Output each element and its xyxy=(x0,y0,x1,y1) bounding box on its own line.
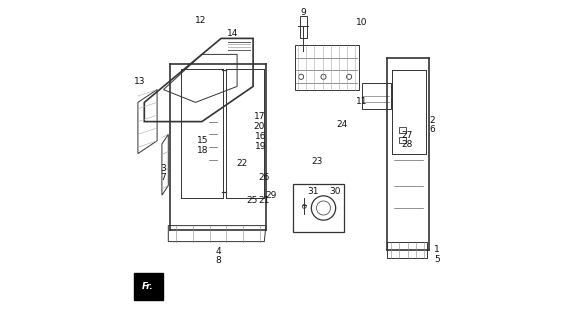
Text: 17: 17 xyxy=(254,112,265,121)
Text: 27: 27 xyxy=(401,131,412,140)
Text: 20: 20 xyxy=(254,122,265,131)
Text: 12: 12 xyxy=(195,16,206,25)
Text: 28: 28 xyxy=(401,140,412,149)
Text: 13: 13 xyxy=(134,77,145,86)
Text: 30: 30 xyxy=(329,188,340,196)
Text: 22: 22 xyxy=(236,159,248,168)
Text: 8: 8 xyxy=(215,256,221,265)
Text: Fr.: Fr. xyxy=(143,282,153,291)
Text: 3: 3 xyxy=(161,164,166,172)
Text: 19: 19 xyxy=(255,142,266,151)
Text: 10: 10 xyxy=(356,18,368,27)
Text: 16: 16 xyxy=(255,132,266,141)
Text: 6: 6 xyxy=(430,125,435,134)
Text: 7: 7 xyxy=(161,173,166,182)
Text: 14: 14 xyxy=(227,29,238,38)
Text: 11: 11 xyxy=(356,97,368,106)
Text: 5: 5 xyxy=(434,255,440,264)
Text: 9: 9 xyxy=(300,8,306,17)
Text: 25: 25 xyxy=(247,196,258,205)
Text: 4: 4 xyxy=(215,247,221,256)
Text: 15: 15 xyxy=(197,136,208,145)
Text: 31: 31 xyxy=(307,188,318,196)
Text: Fr.: Fr. xyxy=(142,282,154,291)
Text: 18: 18 xyxy=(197,146,208,155)
Text: 26: 26 xyxy=(259,173,270,182)
Text: 29: 29 xyxy=(265,191,277,200)
Text: 23: 23 xyxy=(311,157,323,166)
Text: 24: 24 xyxy=(336,120,347,129)
Text: 21: 21 xyxy=(259,196,270,205)
Text: 1: 1 xyxy=(434,245,440,254)
Text: 2: 2 xyxy=(430,116,435,124)
